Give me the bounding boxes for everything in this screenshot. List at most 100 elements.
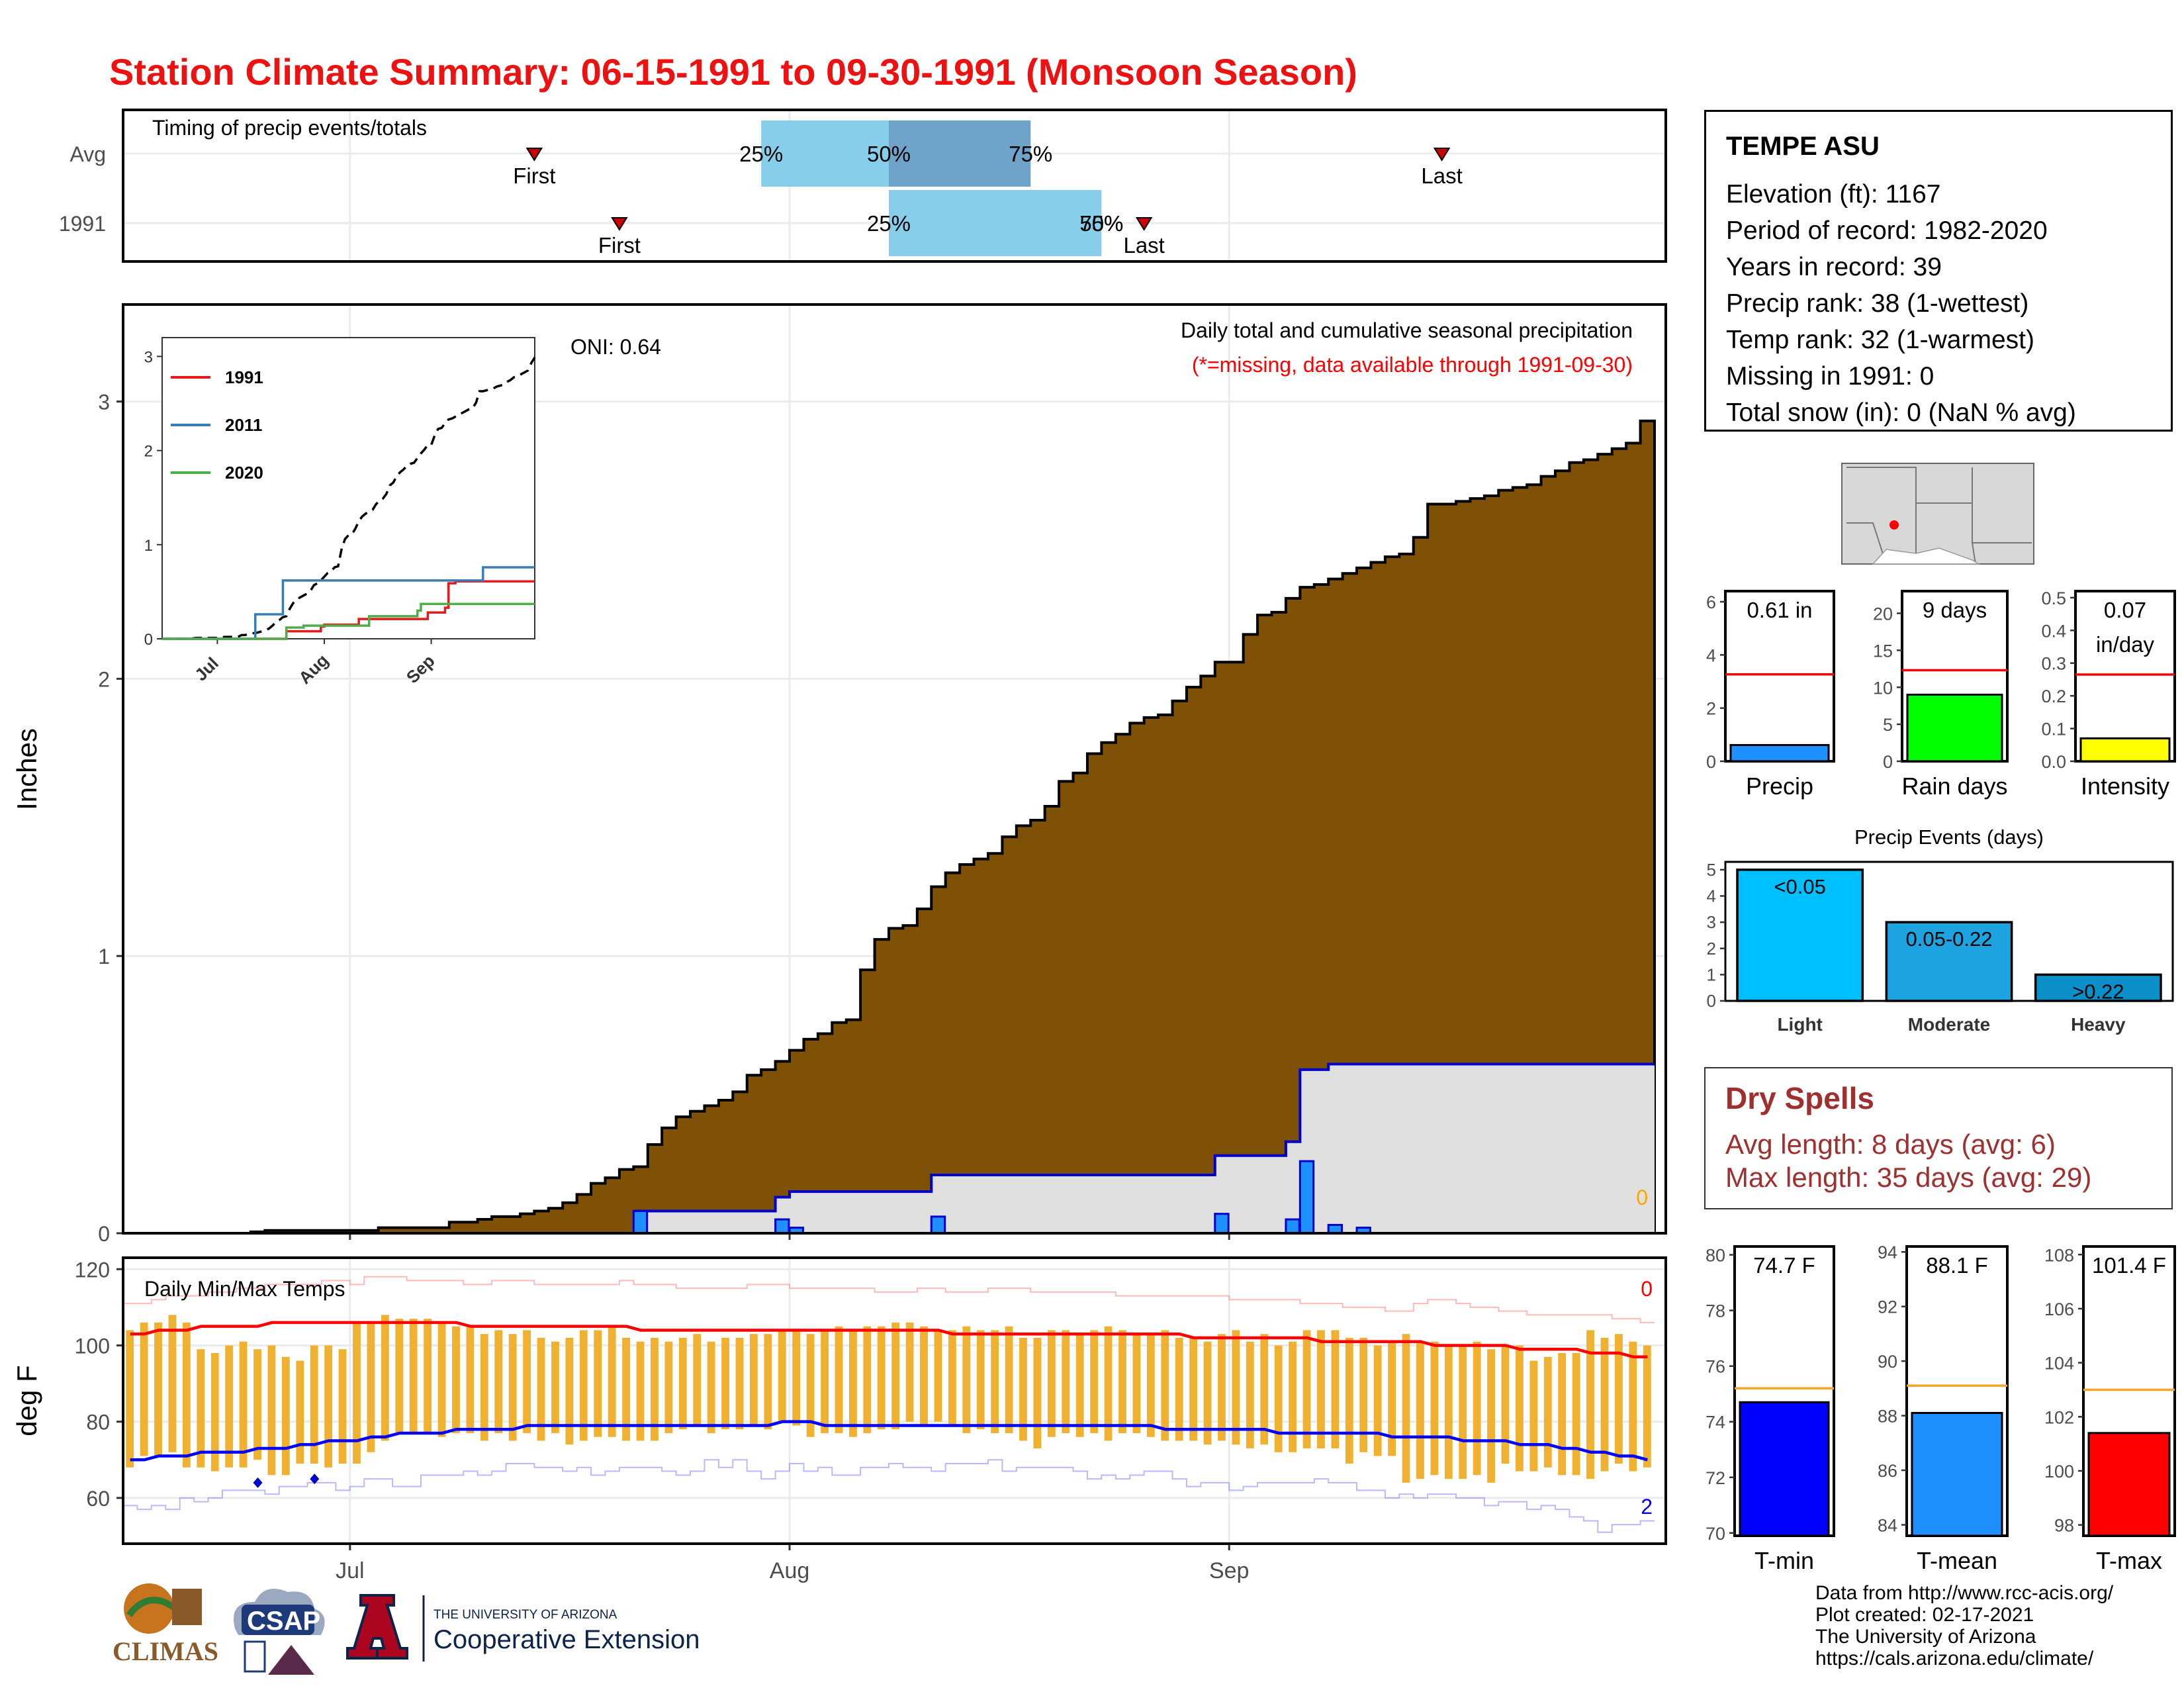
temp-range-bar [1629, 1341, 1637, 1472]
temp-range-bar [1444, 1345, 1453, 1479]
timing-title: Timing of precip events/totals [152, 116, 427, 140]
temp-range-bar [1430, 1341, 1439, 1476]
mexico-region [1872, 547, 1981, 565]
station-period: Period of record: 1982-2020 [1726, 216, 2048, 245]
record-low-marker [253, 1477, 263, 1488]
temp-range-bar [1600, 1337, 1609, 1472]
events-category-1: Moderate [1908, 1014, 1990, 1035]
dry-spells-box: Dry Spells Avg length: 8 days (avg: 6) M… [1704, 1067, 2173, 1209]
temp-range-bar [1487, 1349, 1495, 1483]
timing-q75-label: 75% [1079, 211, 1123, 236]
panel-ytick-label: 10 [1873, 678, 1893, 698]
temp-range-bar [437, 1322, 446, 1437]
inset-ytick-label: 1 [144, 537, 153, 555]
temp-range-bar [594, 1330, 602, 1437]
temp-range-bar [1501, 1345, 1510, 1464]
temp-range-bar [1005, 1326, 1013, 1433]
panel-ytick-label: 0 [1706, 752, 1716, 772]
daily-precip-bar [632, 1209, 649, 1235]
cumulative-missing-count: 0 [1636, 1186, 1648, 1209]
panel-ytick-label: 15 [1873, 641, 1893, 661]
temp-range-bar [976, 1330, 985, 1430]
temp-range-bar [1019, 1337, 1027, 1441]
panel-value-label-1: 9 days [1923, 598, 1987, 622]
temp-range-bar [821, 1330, 829, 1433]
temps-ytick-label: 120 [75, 1258, 110, 1282]
panel-value-label-0: 0.61 in [1747, 598, 1812, 622]
temp-range-bar [707, 1341, 715, 1433]
figure-title: Station Climate Summary: 06-15-1991 to 0… [109, 51, 1357, 93]
temp-range-bar [934, 1330, 942, 1422]
temp-range-bar [991, 1330, 999, 1433]
temp-range-bar [1289, 1341, 1297, 1452]
temp-range-bar [1189, 1337, 1198, 1441]
timing-last-marker [1433, 148, 1451, 162]
temps-ytick-label: 80 [86, 1411, 110, 1434]
events-title: Precip Events (days) [1854, 825, 2044, 849]
temp-range-bar [523, 1330, 531, 1433]
panel-frame-0 [1724, 590, 1835, 763]
events-bar-label-0: <0.05 [1774, 875, 1825, 898]
events-bar-label-2: >0.22 [2072, 980, 2124, 1003]
panel-category-label-1: Rain days [1901, 773, 2007, 800]
temp-range-bar [1146, 1334, 1155, 1437]
panel-value-label-2: 0.07 [2104, 598, 2146, 622]
ua-logo: THE UNIVERSITY OF ARIZONA Cooperative Ex… [346, 1594, 700, 1662]
panel-value-label-2: 101.4 F [2092, 1253, 2166, 1278]
inset-ytick-label: 0 [144, 631, 153, 649]
station-elevation: Elevation (ft): 1167 [1726, 180, 1941, 209]
temp-range-bar [395, 1319, 404, 1433]
temp-range-bar [622, 1337, 630, 1441]
panel-value-bar-2 [2079, 737, 2171, 763]
temp-range-bar [126, 1330, 134, 1468]
temp-range-bar [651, 1337, 659, 1441]
daily-precip-bar [1214, 1213, 1230, 1235]
events-bar-1 [1885, 921, 2013, 1002]
temp-range-bar [849, 1330, 857, 1437]
temp-range-bar [1232, 1330, 1240, 1445]
timing-q25-label: 25% [739, 142, 783, 166]
climas-logo: CLIMAS [113, 1583, 218, 1666]
temp-range-bar [182, 1322, 191, 1468]
inset-legend-label-2011: 2011 [225, 415, 262, 435]
oni-label: ONI: 0.64 [570, 335, 661, 359]
temp-range-bar [877, 1326, 886, 1430]
timing-first-label: First [598, 233, 641, 258]
timing-q50-label: 50% [1079, 211, 1123, 236]
inset-ytick-label: 2 [144, 443, 153, 461]
panel-category-label-2: Intensity [2081, 773, 2169, 800]
events-ytick-label: 1 [1707, 964, 1716, 984]
temp-range-bar [579, 1330, 588, 1441]
temp-range-bar [1586, 1330, 1594, 1479]
temp-range-bar [281, 1356, 290, 1476]
temp-range-bar [1161, 1330, 1169, 1441]
panel-ytick-label: 6 [1706, 592, 1716, 612]
panel-ytick-label: 86 [1878, 1461, 1897, 1481]
temp-range-bar [1558, 1353, 1567, 1476]
temp-range-bar [1302, 1330, 1311, 1448]
avg-min-line [130, 1420, 1648, 1462]
panel-frame-2 [2074, 590, 2176, 763]
temp-range-bar [905, 1322, 914, 1422]
timing-row-label: Avg [69, 142, 106, 166]
panel-ytick-label: 102 [2044, 1407, 2074, 1427]
timing-avg-bar-upper [889, 120, 1031, 187]
credit-line-3: The University of Arizona [1815, 1626, 2036, 1648]
temp-range-bar [750, 1334, 758, 1426]
temp-range-bar [1047, 1330, 1056, 1437]
temp-range-bar [338, 1349, 347, 1464]
panel-value-label-0: 74.7 F [1753, 1253, 1815, 1278]
timing-first-marker [525, 148, 543, 162]
timing-frame [122, 109, 1667, 263]
dry-spells-avg: Avg length: 8 days (avg: 6) [1725, 1129, 2056, 1160]
temp-range-bar [1090, 1330, 1099, 1433]
panel-value-bar-2 [2087, 1432, 2171, 1537]
temp-range-bar [1473, 1341, 1481, 1476]
temp-range-bar [154, 1322, 162, 1456]
temp-range-bar [267, 1345, 276, 1476]
events-bar-0 [1736, 868, 1864, 1002]
temp-range-bar [1104, 1326, 1113, 1441]
temp-range-bar [1643, 1345, 1651, 1468]
timing-q50-label: 50% [867, 142, 911, 166]
temp-range-bar [480, 1334, 488, 1441]
